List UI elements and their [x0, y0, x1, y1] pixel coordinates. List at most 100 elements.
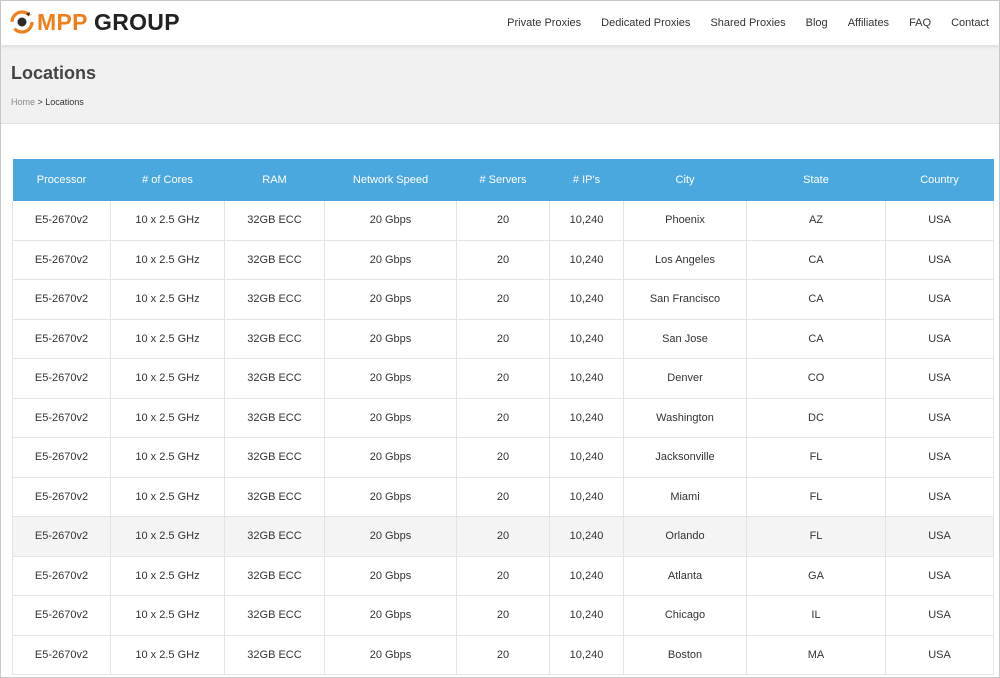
nav-shared-proxies[interactable]: Shared Proxies [710, 17, 786, 29]
cores-cell: 10 x 2.5 GHz [110, 358, 225, 399]
city-cell: Phoenix [623, 201, 747, 241]
state-cell: CA [746, 240, 886, 280]
header-state: State [746, 159, 886, 201]
header-servers: # Servers [456, 159, 550, 201]
table-row: E5-2670v2 10 x 2.5 GHz 32GB ECC 20 Gbps 20 10… [12, 279, 994, 320]
nav-dedicated-proxies[interactable]: Dedicated Proxies [601, 17, 691, 29]
servers-cell: 20 [456, 279, 550, 320]
servers-cell: 20 [456, 556, 550, 596]
ips-cell: 10,240 [549, 201, 624, 241]
processor-cell: E5-2670v2 [12, 201, 111, 241]
city-cell: Los Angeles [623, 240, 747, 280]
processor-cell: E5-2670v2 [12, 358, 111, 399]
country-cell: USA [885, 319, 994, 359]
servers-cell: 20 [456, 398, 550, 438]
country-cell: USA [885, 240, 994, 280]
ips-cell: 10,240 [549, 240, 624, 280]
country-cell: USA [885, 635, 994, 675]
cores-cell: 10 x 2.5 GHz [110, 477, 225, 517]
country-cell: USA [885, 556, 994, 596]
nav-contact[interactable]: Contact [951, 17, 989, 29]
ips-cell: 10,240 [549, 398, 624, 438]
breadcrumb-separator: > [35, 97, 46, 107]
ram-cell: 32GB ECC [224, 358, 325, 399]
city-cell: Denver [623, 358, 747, 399]
cores-cell: 10 x 2.5 GHz [110, 437, 225, 478]
state-cell: FL [746, 516, 886, 557]
logo[interactable]: MPP GROUP [10, 8, 180, 36]
network-speed-cell: 20 Gbps [324, 595, 457, 636]
city-cell: Chicago [623, 595, 747, 636]
ips-cell: 10,240 [549, 635, 624, 675]
city-cell: Washington [623, 398, 747, 438]
nav-blog[interactable]: Blog [805, 17, 828, 29]
table-row: E5-2670v2 10 x 2.5 GHz 32GB ECC 20 Gbps 20 10… [12, 319, 994, 359]
table-row: E5-2670v2 10 x 2.5 GHz 32GB ECC 20 Gbps 20 10… [12, 437, 994, 478]
table-row: E5-2670v2 10 x 2.5 GHz 32GB ECC 20 Gbps 20 10… [12, 240, 994, 280]
state-cell: DC [746, 398, 886, 438]
nav-affiliates[interactable]: Affiliates [847, 17, 890, 29]
cores-cell: 10 x 2.5 GHz [110, 240, 225, 280]
country-cell: USA [885, 516, 994, 557]
network-speed-cell: 20 Gbps [324, 477, 457, 517]
state-cell: FL [746, 477, 886, 517]
logo-text: MPP GROUP [37, 8, 180, 36]
header-ips: # IP's [549, 159, 624, 201]
table-row: E5-2670v2 10 x 2.5 GHz 32GB ECC 20 Gbps 20 10… [12, 556, 994, 596]
ram-cell: 32GB ECC [224, 595, 325, 636]
city-cell: Boston [623, 635, 747, 675]
table-header-row: Processor # of Cores RAM Network Speed #… [12, 159, 994, 201]
servers-cell: 20 [456, 437, 550, 478]
nav-private-proxies[interactable]: Private Proxies [507, 17, 582, 29]
country-cell: USA [885, 477, 994, 517]
network-speed-cell: 20 Gbps [324, 279, 457, 320]
servers-cell: 20 [456, 477, 550, 517]
servers-cell: 20 [456, 319, 550, 359]
site-header: MPP GROUP Private Proxies Dedicated Prox… [1, 1, 999, 45]
page-title: Locations [11, 63, 97, 83]
header-processor: Processor [12, 159, 111, 201]
network-speed-cell: 20 Gbps [324, 358, 457, 399]
city-cell: Orlando [623, 516, 747, 557]
logo-mpp: MPP [37, 9, 88, 35]
state-cell: CO [746, 358, 886, 399]
ips-cell: 10,240 [549, 595, 624, 636]
main-nav: Private Proxies Dedicated Proxies Shared… [507, 1, 999, 45]
network-speed-cell: 20 Gbps [324, 437, 457, 478]
network-speed-cell: 20 Gbps [324, 398, 457, 438]
cores-cell: 10 x 2.5 GHz [110, 279, 225, 320]
country-cell: USA [885, 279, 994, 320]
cores-cell: 10 x 2.5 GHz [110, 516, 225, 557]
logo-icon [10, 10, 34, 34]
processor-cell: E5-2670v2 [12, 240, 111, 280]
state-cell: MA [746, 635, 886, 675]
cores-cell: 10 x 2.5 GHz [110, 635, 225, 675]
ram-cell: 32GB ECC [224, 556, 325, 596]
locations-table-wrapper: Processor # of Cores RAM Network Speed #… [12, 159, 994, 675]
network-speed-cell: 20 Gbps [324, 240, 457, 280]
cores-cell: 10 x 2.5 GHz [110, 201, 225, 241]
country-cell: USA [885, 358, 994, 399]
processor-cell: E5-2670v2 [12, 437, 111, 478]
processor-cell: E5-2670v2 [12, 595, 111, 636]
header-country: Country [885, 159, 994, 201]
ram-cell: 32GB ECC [224, 398, 325, 438]
country-cell: USA [885, 398, 994, 438]
ram-cell: 32GB ECC [224, 240, 325, 280]
servers-cell: 20 [456, 516, 550, 557]
processor-cell: E5-2670v2 [12, 556, 111, 596]
city-cell: Atlanta [623, 556, 747, 596]
breadcrumb-home[interactable]: Home [11, 97, 36, 107]
ips-cell: 10,240 [549, 358, 624, 399]
ips-cell: 10,240 [549, 556, 624, 596]
nav-faq[interactable]: FAQ [909, 17, 932, 29]
network-speed-cell: 20 Gbps [324, 201, 457, 241]
ram-cell: 32GB ECC [224, 635, 325, 675]
breadcrumb-current: Locations [45, 97, 84, 107]
network-speed-cell: 20 Gbps [324, 319, 457, 359]
network-speed-cell: 20 Gbps [324, 516, 457, 557]
table-row: E5-2670v2 10 x 2.5 GHz 32GB ECC 20 Gbps 20 10… [12, 358, 994, 399]
city-cell: Jacksonville [623, 437, 747, 478]
servers-cell: 20 [456, 595, 550, 636]
state-cell: CA [746, 279, 886, 320]
